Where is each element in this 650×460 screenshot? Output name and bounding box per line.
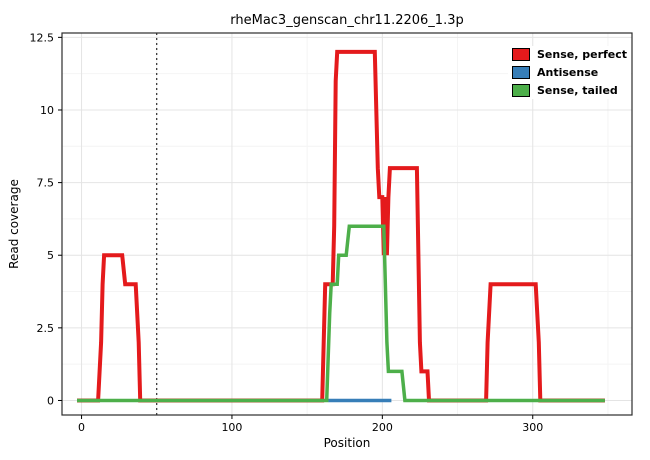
svg-text:7.5: 7.5 <box>37 177 55 190</box>
svg-text:2.5: 2.5 <box>37 322 55 335</box>
svg-text:100: 100 <box>221 421 242 434</box>
chart-title: rheMac3_genscan_chr11.2206_1.3p <box>230 13 464 28</box>
svg-text:5: 5 <box>47 249 54 262</box>
svg-text:200: 200 <box>372 421 393 434</box>
svg-text:0: 0 <box>78 421 85 434</box>
svg-text:12.5: 12.5 <box>30 31 55 44</box>
x-axis-label: Position <box>323 436 371 450</box>
legend-key-sense-perfect <box>512 48 530 61</box>
legend-label-sense-tailed: Sense, tailed <box>537 84 618 97</box>
svg-text:10: 10 <box>40 104 54 117</box>
legend-key-sense-tailed <box>512 84 530 97</box>
legend-label-antisense: Antisense <box>537 66 599 79</box>
legend-item-sense-perfect: Sense, perfect <box>512 48 627 61</box>
legend-item-antisense: Antisense <box>512 66 627 79</box>
svg-text:0: 0 <box>47 394 54 407</box>
legend-item-sense-tailed: Sense, tailed <box>512 84 627 97</box>
y-axis-label: Read coverage <box>7 179 21 269</box>
svg-text:300: 300 <box>522 421 543 434</box>
legend-label-sense-perfect: Sense, perfect <box>537 48 628 61</box>
legend-key-antisense <box>512 66 530 79</box>
legend: Sense, perfect Antisense Sense, tailed <box>508 46 632 99</box>
